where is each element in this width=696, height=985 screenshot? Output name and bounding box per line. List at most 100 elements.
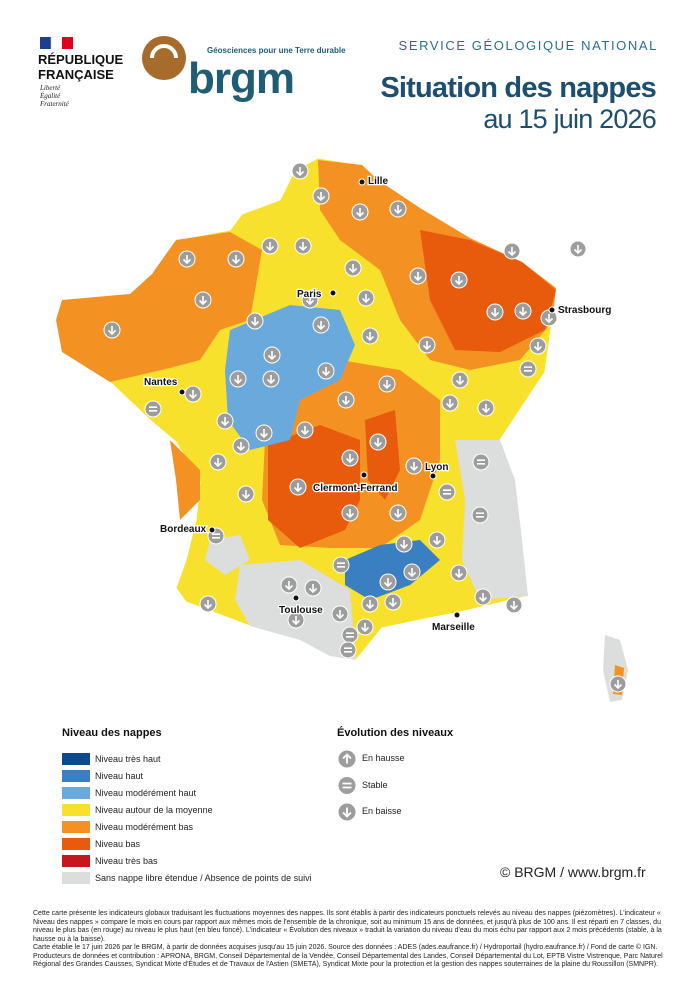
- trend-icon: [296, 421, 314, 439]
- trend-icon: [379, 573, 397, 591]
- stable: [149, 406, 157, 412]
- trend-circle: [471, 506, 489, 524]
- trend-circle: [337, 776, 357, 795]
- city-label: Marseille: [432, 622, 475, 633]
- republic-name: RÉPUBLIQUE FRANÇAISE: [38, 52, 123, 82]
- city-label: Paris: [297, 289, 322, 300]
- trend-icon: [216, 412, 234, 430]
- legend-label: Niveau bas: [95, 839, 141, 849]
- arrow-down: [573, 245, 583, 255]
- city-dot: [548, 306, 556, 314]
- stable: [524, 366, 532, 372]
- arrow-down: [182, 255, 192, 265]
- arrow-down: [295, 167, 305, 177]
- trend-icon: [378, 375, 396, 393]
- trend-icon: [287, 611, 305, 629]
- legend-swatch: [62, 821, 90, 833]
- arrow-down: [533, 342, 543, 352]
- trend-icon: [474, 588, 492, 606]
- trend-icon: [263, 346, 281, 364]
- region-charente: [170, 440, 200, 520]
- trend-icon: [227, 250, 245, 268]
- trend-icon: [294, 237, 312, 255]
- arrow-down: [422, 341, 432, 351]
- city-dot: [453, 611, 461, 619]
- trend-icon: [209, 453, 227, 471]
- arrow-down: [409, 462, 419, 472]
- trend-icon: [229, 370, 247, 388]
- legend-label: Niveau très bas: [95, 856, 158, 866]
- legend-title: Niveau des nappes: [62, 727, 162, 739]
- stable: [477, 459, 485, 465]
- arrow-down: [321, 367, 331, 377]
- trend-icon: [389, 200, 407, 218]
- trend-circle: [339, 641, 357, 659]
- arrow-down: [266, 375, 276, 385]
- arrow-down: [250, 317, 260, 327]
- arrow-down: [220, 417, 230, 427]
- trend-icon: [261, 237, 279, 255]
- city-label: Toulouse: [279, 605, 323, 616]
- arrow-down: [335, 610, 345, 620]
- legend-label: En baisse: [362, 806, 402, 816]
- region-alps: [455, 440, 528, 600]
- arrow-down: [383, 578, 393, 588]
- legend-swatch: [62, 787, 90, 799]
- flag-blue: [40, 37, 51, 49]
- region-west: [56, 232, 262, 382]
- trend-icon: [486, 303, 504, 321]
- trend-icon: [361, 327, 379, 345]
- trend-icon: [505, 596, 523, 614]
- note: Carte établie le 17 juin 2026 par le BRG…: [33, 944, 663, 968]
- city-dot: [429, 472, 437, 480]
- trend-icon: [384, 593, 402, 611]
- arrow-down: [305, 296, 315, 306]
- trend-icon: [540, 309, 558, 327]
- brgm-tagline: Géosciences pour une Terre durable: [207, 46, 346, 55]
- trend-circle: [472, 453, 490, 471]
- city-dot: [208, 526, 216, 534]
- arrow-down: [284, 581, 294, 591]
- arrow-down: [300, 426, 310, 436]
- trend-icon: [529, 337, 547, 355]
- legend-swatch: [62, 872, 90, 884]
- legend-title: Évolution des niveaux: [337, 727, 454, 739]
- arrow-down: [265, 242, 275, 252]
- trend-icon: [312, 187, 330, 205]
- arrow-down: [345, 509, 355, 519]
- trend-icon: [337, 391, 355, 409]
- trend-icon: [312, 316, 330, 334]
- trend-icon: [418, 336, 436, 354]
- credit: © BRGM / www.brgm.fr: [500, 864, 646, 880]
- legend-label: Sans nappe libre étendue / Absence de po…: [95, 873, 312, 883]
- trend-icon: [514, 302, 532, 320]
- trend-icon: [262, 370, 280, 388]
- republic-line: RÉPUBLIQUE: [38, 52, 124, 67]
- trend-icon: [246, 312, 264, 330]
- trend-icon: [569, 240, 587, 258]
- trend-icon: [291, 162, 309, 180]
- arrow-down: [241, 490, 251, 500]
- trend-icon: [361, 595, 379, 613]
- trend-circle: [144, 400, 162, 418]
- arrow-down: [432, 536, 442, 546]
- trend-icon: [441, 394, 459, 412]
- trend-icon: [428, 531, 446, 549]
- trend-icon: [519, 360, 537, 378]
- arrow-down: [365, 332, 375, 342]
- region-gironde: [205, 535, 250, 575]
- stable: [443, 489, 451, 495]
- trend-icon: [289, 478, 307, 496]
- legend-label: En hausse: [362, 753, 405, 763]
- city-label: Strasbourg: [558, 305, 611, 316]
- arrow-down: [293, 483, 303, 493]
- legend-swatch: [62, 770, 90, 782]
- arrow-down: [355, 208, 365, 218]
- service: SERVICE GÉOLOGIQUE NATIONAL: [398, 38, 658, 53]
- trend-circle: [332, 556, 350, 574]
- arrow-down: [413, 272, 423, 282]
- arrow-down: [236, 442, 246, 452]
- legend-swatch: [62, 855, 90, 867]
- trend-circle: [341, 626, 359, 644]
- trend-icon: [339, 641, 357, 659]
